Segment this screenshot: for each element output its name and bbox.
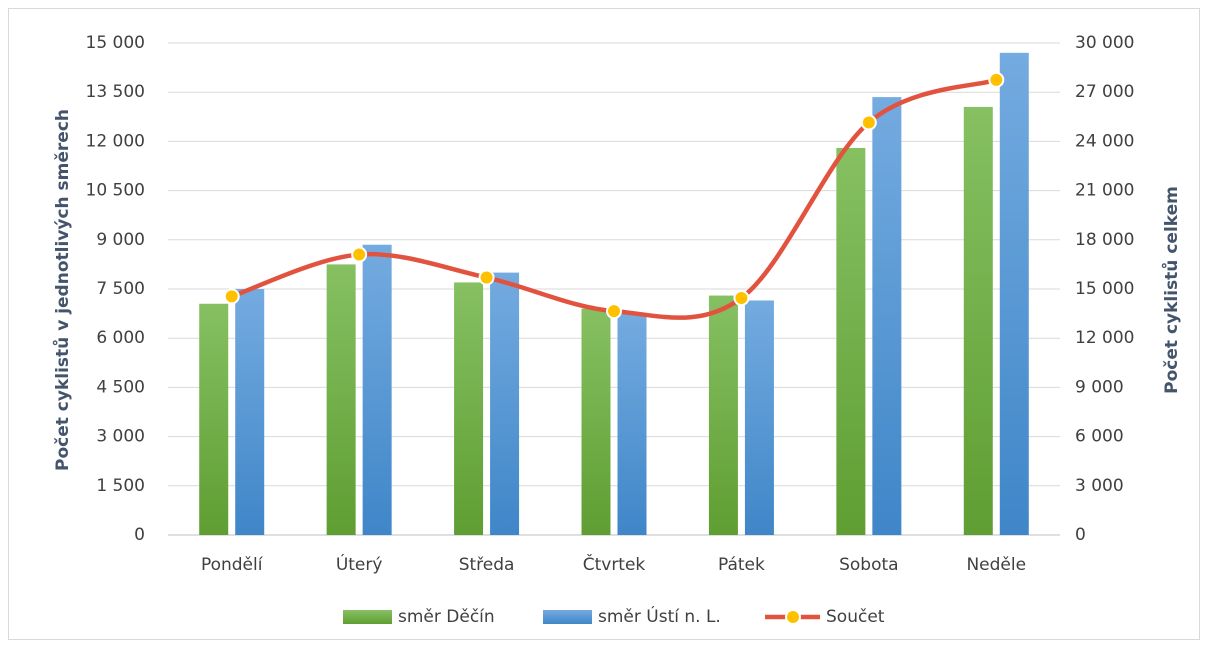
line-marker bbox=[988, 71, 1005, 88]
y2-tick-label: 6 000 bbox=[1075, 427, 1124, 447]
y-tick-label: 15 000 bbox=[86, 33, 145, 53]
x-tick-label: Sobota bbox=[839, 555, 898, 575]
y-tick-label: 13 500 bbox=[86, 82, 145, 102]
y-tick-label: 6 000 bbox=[96, 328, 145, 348]
line-marker bbox=[351, 246, 368, 263]
bar bbox=[235, 289, 265, 535]
bar bbox=[999, 52, 1029, 536]
y2-tick-label: 12 000 bbox=[1075, 328, 1134, 348]
y2-axis-title: Počet cyklistů celkem bbox=[1160, 186, 1182, 394]
y2-tick-label: 30 000 bbox=[1075, 33, 1134, 53]
y2-tick-label: 18 000 bbox=[1075, 230, 1134, 250]
line-marker bbox=[606, 303, 622, 320]
x-tick-label: Pondělí bbox=[201, 555, 264, 575]
legend-label: směr Děčín bbox=[398, 607, 495, 627]
legend-label: směr Ústí n. L. bbox=[598, 605, 721, 627]
y-tick-label: 4 500 bbox=[96, 377, 145, 397]
bar bbox=[199, 303, 229, 535]
line-marker bbox=[478, 269, 495, 286]
y2-tick-label: 3 000 bbox=[1075, 476, 1124, 496]
line-marker bbox=[733, 290, 750, 307]
y2-tick-label: 9 000 bbox=[1075, 377, 1124, 397]
y-tick-label: 12 000 bbox=[86, 131, 145, 151]
x-tick-label: Neděle bbox=[966, 555, 1026, 575]
bar bbox=[836, 147, 866, 535]
y-axis-title: Počet cyklistů v jednotlivých směrech bbox=[51, 109, 73, 471]
bar bbox=[708, 295, 738, 535]
line-marker bbox=[860, 114, 877, 131]
bar bbox=[581, 308, 611, 535]
bar bbox=[617, 313, 647, 535]
y2-tick-label: 24 000 bbox=[1075, 131, 1134, 151]
bar bbox=[326, 264, 356, 535]
bar bbox=[362, 244, 392, 535]
legend-marker bbox=[785, 609, 801, 625]
line-marker bbox=[223, 288, 240, 305]
bar bbox=[490, 272, 520, 535]
legend-label: Součet bbox=[826, 607, 885, 627]
y2-tick-label: 15 000 bbox=[1075, 279, 1134, 299]
legend-swatch bbox=[543, 610, 592, 624]
y-tick-label: 3 000 bbox=[96, 427, 145, 447]
bar bbox=[454, 282, 484, 535]
y-tick-label: 7 500 bbox=[96, 279, 145, 299]
y2-tick-label: 21 000 bbox=[1075, 181, 1134, 201]
bar bbox=[963, 106, 993, 536]
x-tick-label: Úterý bbox=[336, 553, 383, 575]
x-tick-label: Pátek bbox=[718, 555, 765, 575]
y-tick-label: 10 500 bbox=[86, 181, 145, 201]
y-tick-label: 0 bbox=[134, 525, 145, 545]
legend-swatch bbox=[343, 610, 392, 624]
y-tick-label: 9 000 bbox=[96, 230, 145, 250]
bar bbox=[872, 97, 902, 536]
bar bbox=[744, 300, 774, 535]
x-tick-label: Čtvrtek bbox=[583, 553, 646, 575]
y-tick-label: 1 500 bbox=[96, 476, 145, 496]
y2-tick-label: 0 bbox=[1075, 525, 1086, 545]
x-tick-label: Středa bbox=[459, 555, 515, 575]
y2-tick-label: 27 000 bbox=[1075, 82, 1134, 102]
